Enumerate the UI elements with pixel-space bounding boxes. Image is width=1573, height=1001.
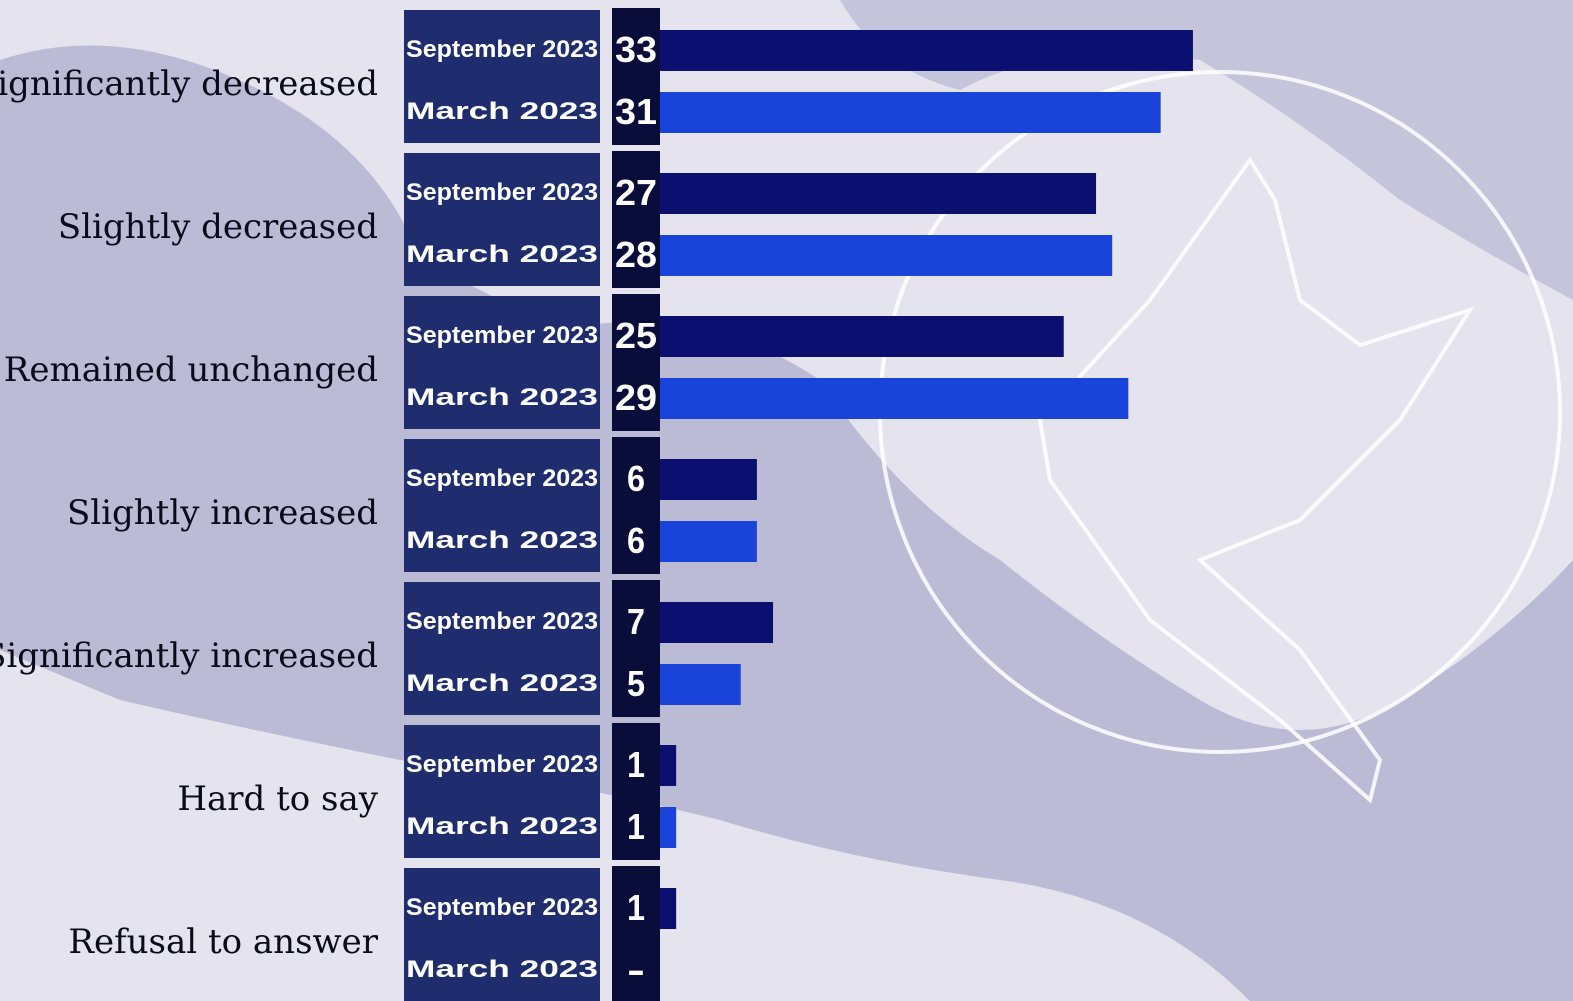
category-label: Slightly increased: [67, 493, 378, 533]
series-label: March 2023: [406, 813, 598, 840]
bar: [660, 459, 757, 500]
value-label: -: [627, 949, 645, 990]
series-label: March 2023: [406, 241, 598, 268]
series-box: [404, 153, 600, 286]
series-box: [404, 296, 600, 429]
value-column: [612, 437, 660, 574]
category-label: Remained unchanged: [4, 350, 378, 390]
value-label: 1: [627, 887, 645, 928]
bar: [660, 378, 1129, 419]
bar: [660, 807, 677, 848]
value-column: [612, 294, 660, 431]
series-label: September 2023: [406, 36, 598, 63]
bar: [660, 30, 1193, 71]
category-label: Significantly decreased: [0, 64, 378, 104]
bar: [660, 745, 677, 786]
bar: [660, 92, 1161, 133]
category-label: Hard to say: [177, 779, 378, 819]
category-label: Refusal to answer: [68, 922, 378, 962]
series-box: [404, 439, 600, 572]
value-label: 1: [627, 744, 645, 785]
value-column: [612, 866, 660, 1001]
bar: [660, 664, 741, 705]
value-column: [612, 8, 660, 145]
value-label: 29: [615, 377, 657, 418]
series-label: March 2023: [406, 384, 598, 411]
value-label: 6: [627, 458, 645, 499]
series-label: September 2023: [406, 465, 598, 492]
value-label: 7: [627, 601, 645, 642]
value-label: 25: [615, 315, 657, 356]
series-label: March 2023: [406, 98, 598, 125]
value-label: 31: [615, 91, 657, 132]
series-box: [404, 10, 600, 143]
series-label: September 2023: [406, 322, 598, 349]
bar: [660, 602, 774, 643]
series-box: [404, 725, 600, 858]
value-label: 6: [627, 520, 645, 561]
series-label: September 2023: [406, 179, 598, 206]
value-label: 28: [615, 234, 657, 275]
bar: [660, 173, 1097, 214]
series-box: [404, 582, 600, 715]
value-column: [612, 723, 660, 860]
series-box: [404, 868, 600, 1001]
category-label: Significantly increased: [0, 636, 378, 676]
series-label: March 2023: [406, 956, 598, 983]
bar: [660, 888, 677, 929]
value-label: 1: [627, 806, 645, 847]
bar: [660, 235, 1113, 276]
series-label: September 2023: [406, 608, 598, 635]
value-column: [612, 580, 660, 717]
series-label: March 2023: [406, 527, 598, 554]
logo-bird: [1037, 156, 1475, 804]
value-label: 27: [615, 172, 657, 213]
value-label: 5: [627, 663, 645, 704]
series-label: September 2023: [406, 894, 598, 921]
value-label: 33: [615, 29, 657, 70]
series-label: September 2023: [406, 751, 598, 778]
bar: [660, 316, 1064, 357]
value-column: [612, 151, 660, 288]
category-label: Slightly decreased: [58, 207, 378, 247]
series-label: March 2023: [406, 670, 598, 697]
bar: [660, 521, 757, 562]
